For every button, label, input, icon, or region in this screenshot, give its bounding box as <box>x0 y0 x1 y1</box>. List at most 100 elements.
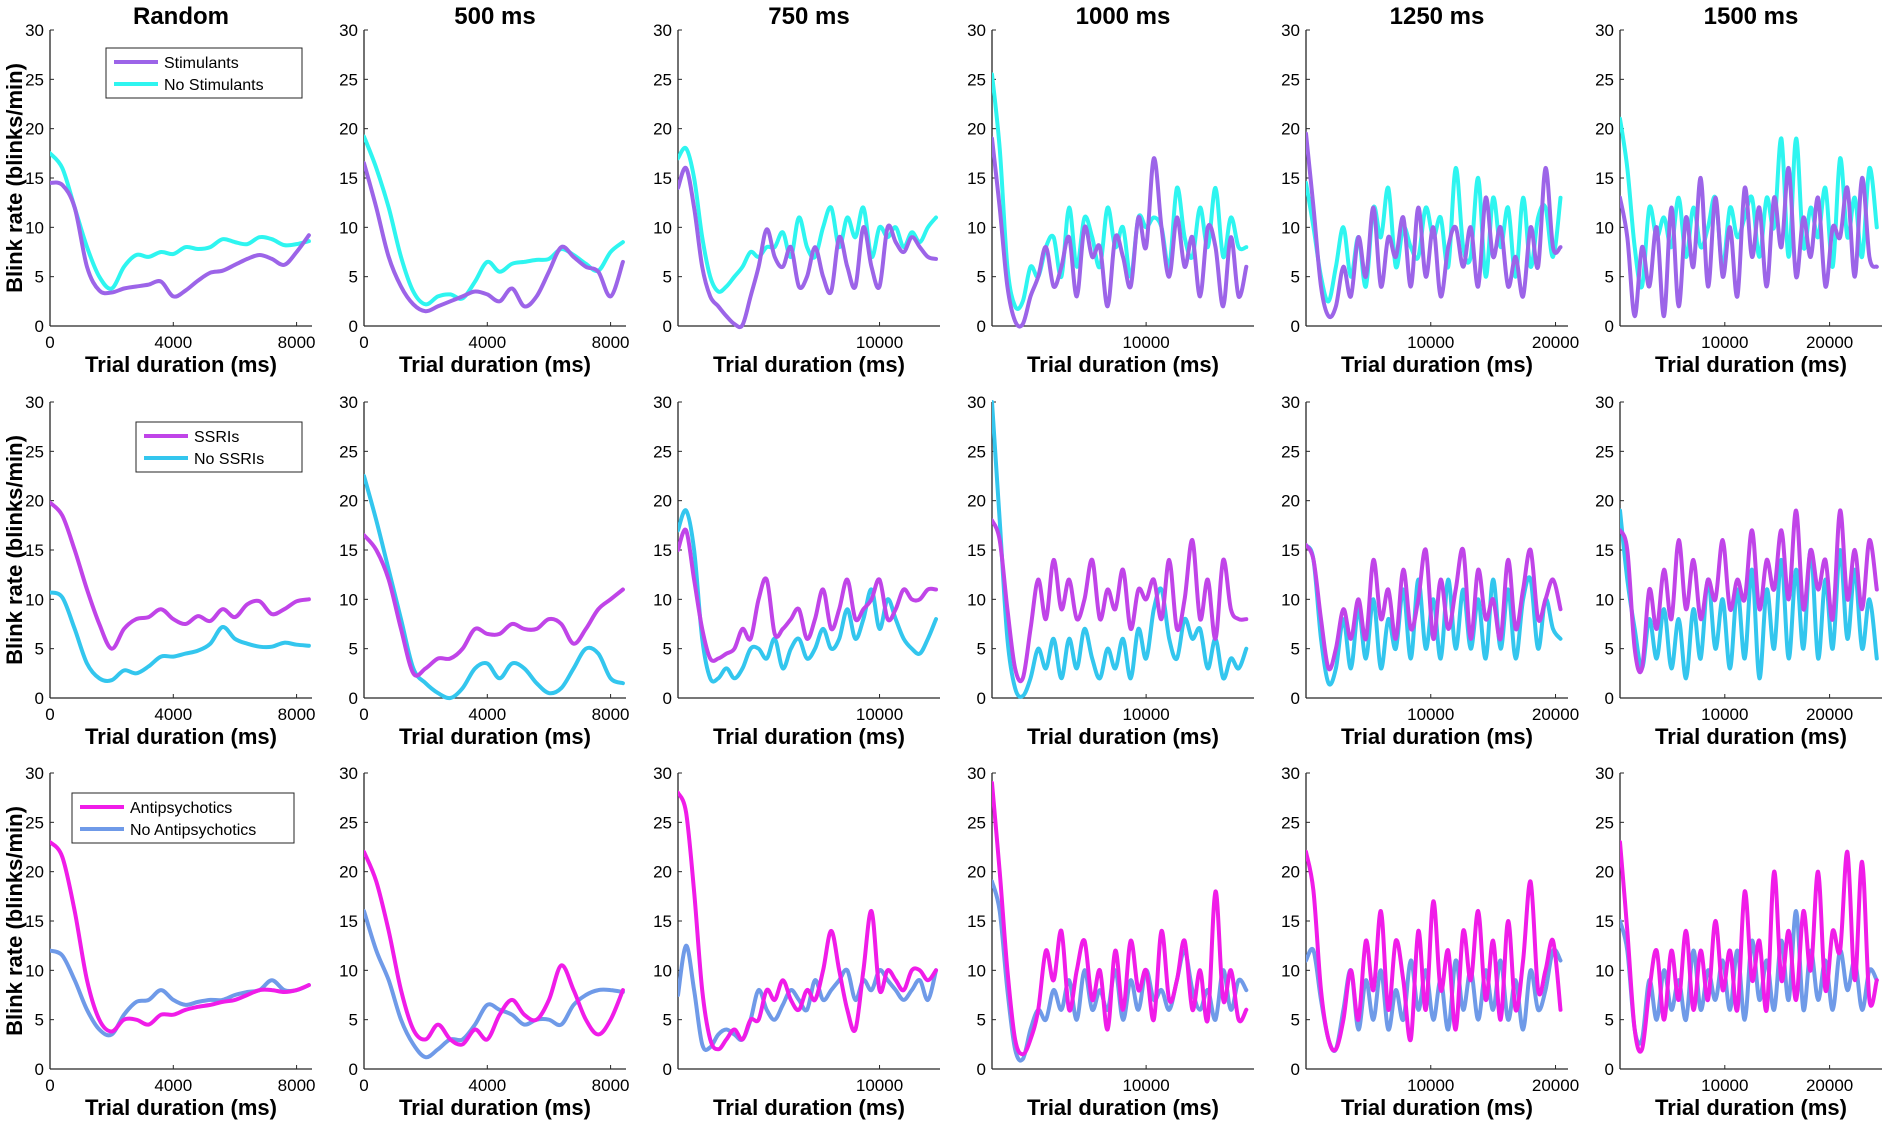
y-tick-label: 0 <box>35 317 44 336</box>
y-tick-label: 5 <box>35 1011 44 1030</box>
series-line-ssris <box>50 500 311 651</box>
y-tick-label: 20 <box>967 492 986 511</box>
column-title: 1500 ms <box>1704 3 1799 30</box>
series-line-antipsychotics <box>1306 849 1563 1053</box>
series-line-stimulants <box>992 136 1249 329</box>
y-tick-label: 30 <box>1595 393 1614 412</box>
y-tick-label: 10 <box>653 961 672 980</box>
x-axis-label: Trial duration (ms) <box>1655 352 1847 377</box>
series-line-stimulants <box>1306 131 1563 320</box>
y-tick-label: 20 <box>967 120 986 139</box>
y-tick-label: 30 <box>1281 21 1300 40</box>
y-tick-label: 20 <box>1281 120 1300 139</box>
y-tick-label: 25 <box>339 70 358 89</box>
y-tick-label: 5 <box>35 640 44 659</box>
y-tick-label: 10 <box>967 218 986 237</box>
series-line-stimulants <box>50 180 311 299</box>
y-tick-label: 15 <box>967 541 986 560</box>
y-axis-label: Blink rate (blinks/min) <box>2 435 27 665</box>
y-tick-label: 10 <box>25 961 44 980</box>
x-axis-label: Trial duration (ms) <box>399 352 591 377</box>
y-tick-label: 10 <box>339 961 358 980</box>
x-axis-label: Trial duration (ms) <box>399 1095 591 1120</box>
x-tick-label: 0 <box>45 333 54 352</box>
series-line-no-ssris <box>1306 543 1563 687</box>
series-line-antipsychotics <box>364 849 625 1047</box>
x-tick-label: 8000 <box>278 333 316 352</box>
series-line-no-antipsychotics <box>678 943 938 1052</box>
x-tick-label: 8000 <box>592 1076 630 1095</box>
y-tick-label: 25 <box>25 70 44 89</box>
series-line-no-ssris <box>678 508 938 684</box>
y-tick-label: 0 <box>349 1060 358 1079</box>
y-tick-label: 25 <box>967 813 986 832</box>
x-tick-label: 20000 <box>1806 705 1853 724</box>
y-axis-label: Blink rate (blinks/min) <box>2 806 27 1036</box>
y-tick-label: 0 <box>663 317 672 336</box>
y-tick-label: 25 <box>1595 70 1614 89</box>
y-tick-label: 15 <box>1595 912 1614 931</box>
series-line-no-ssris <box>1620 508 1879 681</box>
series-line-no-stimulants <box>50 151 311 291</box>
series-line-no-ssris <box>364 474 625 701</box>
y-tick-label: 0 <box>349 689 358 708</box>
series-line-no-stimulants <box>992 72 1249 311</box>
y-tick-label: 0 <box>663 689 672 708</box>
y-tick-label: 0 <box>1605 689 1614 708</box>
y-tick-label: 20 <box>339 492 358 511</box>
legend-box <box>105 47 303 99</box>
y-tick-label: 25 <box>1281 442 1300 461</box>
y-tick-label: 10 <box>1595 218 1614 237</box>
legend-label: Stimulants <box>164 55 239 72</box>
y-tick-label: 25 <box>1281 813 1300 832</box>
x-tick-label: 10000 <box>1701 1076 1748 1095</box>
x-axis-label: Trial duration (ms) <box>713 352 905 377</box>
y-tick-label: 0 <box>35 1060 44 1079</box>
x-tick-label: 10000 <box>1122 1076 1169 1095</box>
y-tick-label: 25 <box>339 442 358 461</box>
series-line-no-ssris <box>50 590 311 683</box>
y-tick-label: 0 <box>663 1060 672 1079</box>
y-tick-label: 20 <box>25 863 44 882</box>
y-tick-label: 5 <box>1605 640 1614 659</box>
y-tick-label: 10 <box>1595 590 1614 609</box>
y-tick-label: 10 <box>653 590 672 609</box>
x-tick-label: 10000 <box>856 705 903 724</box>
y-tick-label: 15 <box>653 169 672 188</box>
y-tick-label: 5 <box>977 640 986 659</box>
y-tick-label: 20 <box>1595 492 1614 511</box>
x-axis-label: Trial duration (ms) <box>713 724 905 749</box>
y-tick-label: 15 <box>339 541 358 560</box>
y-tick-label: 15 <box>1281 169 1300 188</box>
y-tick-label: 10 <box>653 218 672 237</box>
y-tick-label: 15 <box>653 912 672 931</box>
y-tick-label: 30 <box>339 764 358 783</box>
column-title: 1000 ms <box>1076 3 1171 30</box>
y-tick-label: 30 <box>1281 764 1300 783</box>
y-tick-label: 5 <box>35 268 44 287</box>
y-tick-label: 15 <box>653 541 672 560</box>
column-title: 1250 ms <box>1390 3 1485 30</box>
y-tick-label: 20 <box>653 863 672 882</box>
x-axis-label: Trial duration (ms) <box>85 352 277 377</box>
x-tick-label: 4000 <box>154 1076 192 1095</box>
y-tick-label: 0 <box>349 317 358 336</box>
x-tick-label: 10000 <box>1701 705 1748 724</box>
y-tick-label: 10 <box>25 218 44 237</box>
series-line-stimulants <box>678 165 938 330</box>
y-tick-label: 10 <box>1281 590 1300 609</box>
x-axis-label: Trial duration (ms) <box>1341 1095 1533 1120</box>
y-tick-label: 30 <box>653 21 672 40</box>
y-tick-label: 25 <box>967 442 986 461</box>
legend-label: No Antipsychotics <box>130 822 256 839</box>
y-tick-label: 20 <box>1281 863 1300 882</box>
